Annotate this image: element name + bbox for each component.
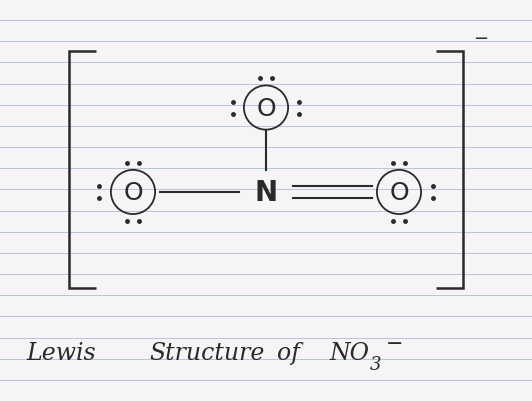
Text: N: N (254, 178, 278, 207)
Text: −: − (473, 30, 488, 48)
Text: −: − (386, 333, 403, 353)
Text: 3: 3 (370, 355, 381, 373)
Text: NO: NO (330, 341, 370, 365)
Text: Lewis: Lewis (27, 341, 96, 365)
Text: O: O (389, 180, 409, 205)
Text: O: O (123, 180, 143, 205)
Text: O: O (256, 96, 276, 120)
Text: of: of (277, 341, 300, 365)
Text: Structure: Structure (149, 341, 264, 365)
